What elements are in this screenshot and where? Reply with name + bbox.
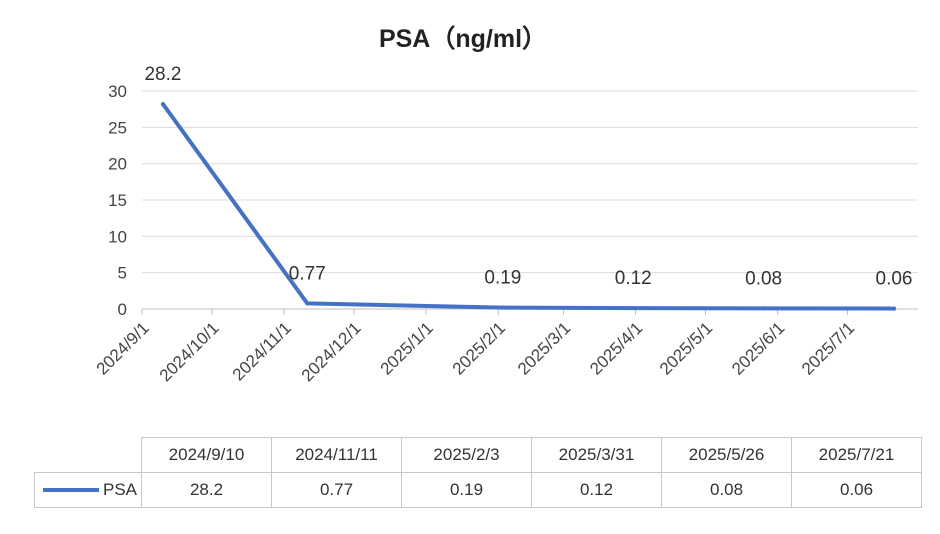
x-tick-label: 2024/9/1 <box>93 318 153 378</box>
x-tick-label: 2025/2/1 <box>449 318 509 378</box>
x-tick-label: 2025/6/1 <box>728 318 788 378</box>
data-point <box>892 306 897 311</box>
x-tick-label: 2024/10/1 <box>156 318 223 385</box>
legend-line-icon <box>43 488 99 492</box>
y-tick-label: 20 <box>108 155 127 174</box>
x-tick-label: 2025/1/1 <box>377 318 437 378</box>
x-tick-label: 2024/11/1 <box>229 318 295 384</box>
data-point <box>631 306 636 311</box>
data-point <box>160 102 165 107</box>
table-header-cell: 2025/3/31 <box>531 437 662 473</box>
data-point <box>305 301 310 306</box>
legend-label: PSA <box>103 480 138 499</box>
table-header-cell: 2025/5/26 <box>661 437 792 473</box>
data-label: 0.06 <box>876 269 913 290</box>
data-table: 2024/9/10 2024/11/11 2025/2/3 2025/3/31 … <box>34 437 922 508</box>
table-row: PSA 28.2 0.77 0.19 0.12 0.08 0.06 <box>34 472 922 508</box>
data-point <box>500 305 505 310</box>
table-cell: 0.19 <box>401 472 532 508</box>
x-tick-label: 2025/5/1 <box>656 318 716 378</box>
x-tick-label: 2025/3/1 <box>514 318 574 378</box>
x-tick-label: 2025/4/1 <box>586 318 646 378</box>
x-tick-label: 2024/12/1 <box>298 318 365 385</box>
table-header-cell: 2024/11/11 <box>271 437 402 473</box>
y-tick-label: 25 <box>108 118 127 137</box>
y-tick-label: 0 <box>118 300 127 319</box>
psa-line <box>160 102 897 311</box>
data-label: 0.08 <box>745 268 782 289</box>
data-label: 0.19 <box>484 268 521 289</box>
data-labels: 28.2 0.77 0.19 0.12 0.08 0.06 <box>144 64 912 289</box>
chart-title: PSA（ng/ml） <box>379 24 547 53</box>
data-label: 28.2 <box>144 64 181 85</box>
y-tick-labels: 0 5 10 15 20 25 30 <box>108 82 127 319</box>
y-tick-label: 15 <box>108 191 127 210</box>
table-cell: 0.12 <box>531 472 662 508</box>
table-header-cell: 2025/2/3 <box>401 437 532 473</box>
table-cell: 28.2 <box>141 472 272 508</box>
table-cell: 0.77 <box>271 472 402 508</box>
y-tick-label: 5 <box>118 264 127 283</box>
series-psa <box>160 102 897 311</box>
table-header-cell: 2024/9/10 <box>141 437 272 473</box>
y-tick-label: 10 <box>108 227 127 246</box>
psa-line-chart: PSA（ng/ml） 0 5 10 15 20 25 30 2024/9/1 2024/10/… <box>93 24 918 385</box>
table-header-cell: 2025/7/21 <box>791 437 922 473</box>
grid-lines <box>142 90 918 274</box>
x-tick-label: 2025/7/1 <box>798 318 858 378</box>
table-cell: 0.08 <box>661 472 792 508</box>
data-label: 0.12 <box>615 268 652 289</box>
x-tick-labels: 2024/9/1 2024/10/1 2024/11/1 2024/12/1 2025/… <box>93 318 859 385</box>
table-corner <box>35 438 142 473</box>
table-header-row: 2024/9/10 2024/11/11 2025/2/3 2025/3/31 … <box>35 437 922 473</box>
table-cell: 0.06 <box>791 472 922 508</box>
y-tick-label: 30 <box>108 82 127 101</box>
data-label: 0.77 <box>289 263 326 284</box>
data-point <box>761 306 766 311</box>
legend-entry-psa: PSA <box>34 472 142 508</box>
